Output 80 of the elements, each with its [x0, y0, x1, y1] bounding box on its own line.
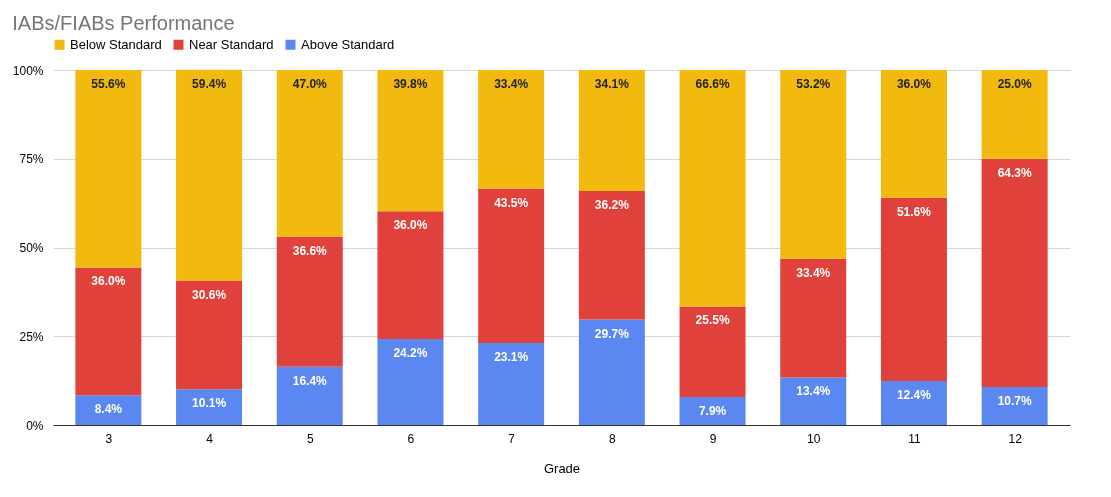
bar	[679, 70, 746, 307]
x-tick-label: 9	[709, 431, 717, 446]
data-label: 66.6%	[695, 77, 730, 91]
data-label: 33.4%	[494, 77, 529, 91]
bar	[176, 69, 243, 281]
bar	[780, 258, 847, 378]
x-tick-label: 11	[908, 431, 921, 446]
bar	[377, 339, 444, 425]
data-label: 16.4%	[292, 373, 328, 388]
data-label: 36.2%	[594, 198, 630, 213]
y-tick-label: 100%	[12, 63, 44, 78]
bar	[75, 267, 142, 396]
data-label: 53.2%	[796, 77, 831, 91]
x-axis-title: Grade	[543, 460, 581, 476]
bar	[578, 319, 645, 425]
data-label: 36.0%	[896, 77, 932, 91]
x-tick-label: 4	[206, 431, 214, 446]
bar	[981, 70, 1048, 159]
data-label: 43.5%	[494, 195, 529, 210]
bar	[780, 70, 847, 259]
data-label: 10.7%	[997, 394, 1032, 409]
bar	[377, 70, 444, 212]
x-tick-label: 3	[105, 431, 113, 446]
x-tick-label: 6	[407, 431, 415, 446]
data-label: 25.5%	[695, 313, 730, 328]
bar	[176, 280, 243, 390]
bar	[377, 211, 444, 340]
x-tick-label: 8	[609, 431, 617, 446]
bar	[880, 380, 947, 425]
data-label: 34.1%	[594, 77, 630, 91]
data-label: 36.0%	[393, 218, 428, 233]
legend-label: Above Standard	[301, 36, 395, 52]
data-label: 64.3%	[997, 165, 1032, 180]
data-label: 12.4%	[896, 387, 932, 402]
bar	[276, 236, 343, 367]
legend-label: Near Standard	[189, 36, 274, 52]
bar	[880, 197, 947, 381]
bar	[176, 389, 243, 425]
y-tick-label: 0%	[26, 418, 44, 433]
legend-label: Below Standard	[70, 36, 162, 52]
y-tick-label: 50%	[19, 241, 44, 255]
bar	[478, 343, 545, 425]
data-label: 23.1%	[494, 349, 529, 364]
data-label: 7.9%	[698, 403, 727, 418]
x-tick-label: 12	[1008, 431, 1023, 446]
data-label: 36.0%	[91, 274, 126, 289]
bar	[578, 191, 645, 320]
x-tick-label: 7	[508, 431, 516, 446]
data-label: 39.8%	[393, 77, 428, 91]
bar	[780, 377, 847, 425]
data-label: 55.6%	[91, 77, 126, 91]
bar	[679, 306, 746, 397]
y-tick-label: 75%	[19, 152, 44, 167]
bar	[679, 396, 746, 425]
data-label: 24.2%	[393, 346, 428, 361]
data-label: 30.6%	[192, 287, 227, 302]
bar	[981, 158, 1048, 388]
data-label: 59.4%	[192, 76, 227, 91]
data-label: 47.0%	[292, 77, 328, 91]
data-label: 36.6%	[292, 243, 328, 258]
bar	[276, 366, 343, 425]
x-tick-label: 10	[807, 431, 821, 446]
chart-title: IABs/FIABs Performance	[12, 12, 235, 34]
data-label: 8.4%	[94, 402, 123, 417]
data-label: 51.6%	[896, 204, 932, 219]
bar	[75, 395, 142, 425]
bar	[276, 70, 343, 237]
bar	[75, 70, 142, 268]
bar	[478, 70, 545, 189]
data-label: 33.4%	[796, 265, 831, 280]
bar	[981, 387, 1048, 425]
bar	[578, 70, 645, 192]
data-label: 25.0%	[997, 77, 1032, 91]
bar	[880, 70, 947, 198]
data-label: 29.7%	[594, 326, 630, 341]
data-label: 13.4%	[796, 384, 831, 399]
bar	[478, 188, 545, 343]
y-tick-label: 25%	[19, 329, 44, 344]
data-label: 10.1%	[192, 396, 227, 411]
x-tick-label: 5	[306, 431, 314, 446]
